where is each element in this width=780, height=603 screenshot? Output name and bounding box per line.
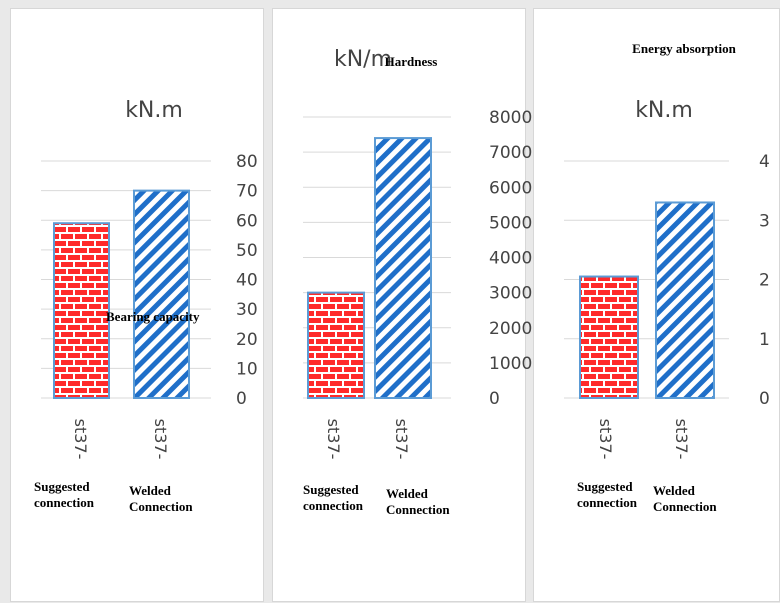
category-label: st37- <box>151 419 170 460</box>
y-tick-label: 10 <box>236 359 258 379</box>
y-tick-label: 70 <box>236 182 258 202</box>
category-label: st37- <box>392 419 411 460</box>
y-tick-label: 8000 <box>489 108 532 128</box>
y-tick-label: 5000 <box>489 213 532 233</box>
series-label: Suggested connection <box>303 482 364 513</box>
series-label: Suggested connection <box>577 479 638 510</box>
y-tick-label: 0 <box>759 389 770 409</box>
category-label: st37- <box>324 419 343 460</box>
y-tick-label: 60 <box>236 211 258 231</box>
chart-title: Energy absorption <box>632 41 736 56</box>
y-tick-label: 20 <box>236 330 258 350</box>
bar-welded-connection <box>655 201 715 399</box>
y-tick-label: 80 <box>236 152 258 172</box>
chart-panel-hardness: 0 1000 2000 3000 4000 5000 6000 7000 8000 kN/m Har… <box>272 8 532 602</box>
category-label: st37- <box>672 419 691 460</box>
y-tick-label: 50 <box>236 241 258 261</box>
y-tick-label: 3000 <box>489 284 532 304</box>
unit-label: kN.m <box>125 98 183 123</box>
y-tick-label: 0 <box>489 389 500 409</box>
y-tick-label: 7000 <box>489 143 532 163</box>
unit-label: kN.m <box>635 98 693 123</box>
bar-suggested-connection <box>307 291 365 399</box>
energy-absorption-chart: 0 1 2 3 4 kN.m Energy absorption st37- st37- Sugg… <box>564 41 770 514</box>
category-label: st37- <box>596 419 615 460</box>
series-label: Welded Connection <box>653 483 717 514</box>
chart-title: Bearing capacity <box>106 309 200 324</box>
y-tick-label: 1 <box>759 330 770 350</box>
series-label: Welded Connection <box>129 483 193 514</box>
y-tick-label: 30 <box>236 300 258 320</box>
chart-title: Hardness <box>385 54 438 69</box>
y-tick-label: 2000 <box>489 319 532 339</box>
bearing-capacity-chart: 0 10 20 30 40 50 60 70 80 kN.m Bearing capacity st3… <box>34 98 258 514</box>
hardness-chart: 0 1000 2000 3000 4000 5000 6000 7000 8000 kN/mHar… <box>303 47 532 517</box>
y-tick-label: 6000 <box>489 178 532 198</box>
y-tick-label: 3 <box>759 211 770 231</box>
bar-suggested-connection <box>53 222 110 399</box>
category-label: st37- <box>71 419 90 460</box>
bar-suggested-connection <box>579 275 639 400</box>
y-tick-label: 1000 <box>489 354 532 374</box>
y-tick-label: 2 <box>759 271 770 291</box>
chart-panel-bearing-capacity: 0 10 20 30 40 50 60 70 80 kN.m Bearing capacity st3… <box>10 8 264 602</box>
unit-label: kN/m <box>334 47 392 72</box>
y-tick-label: 4 <box>759 152 770 172</box>
y-tick-label: 4000 <box>489 249 532 269</box>
y-tick-label: 40 <box>236 271 258 291</box>
bar-welded-connection <box>133 189 190 399</box>
y-tick-label: 0 <box>236 389 247 409</box>
bar-welded-connection <box>374 137 432 399</box>
series-label: Welded Connection <box>386 486 450 517</box>
series-label: Suggested connection <box>34 479 95 510</box>
chart-panel-energy-absorption: 0 1 2 3 4 kN.m Energy absorption st37- st37- Sugg… <box>533 8 780 602</box>
